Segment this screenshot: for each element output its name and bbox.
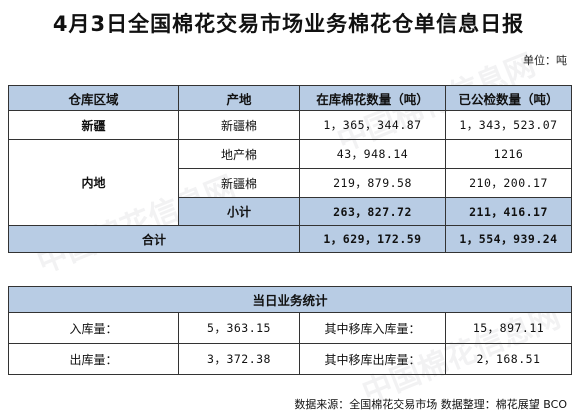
origin-cell: 新疆棉 [178, 168, 300, 198]
table-row-outbound: 出库量： 3，372.38 其中移库出库量： 2，168.51 [8, 343, 573, 375]
outbound-value: 3，372.38 [178, 343, 300, 375]
inspected-cell: 1，343，523.07 [445, 110, 572, 140]
total-inspected: 1，554，939.24 [445, 225, 572, 253]
unit-label: 单位：吨 [523, 54, 567, 67]
col-header-origin: 产地 [178, 85, 300, 111]
table-row-inbound: 入库量： 5，363.15 其中移库入库量： 15，897.11 [8, 312, 573, 344]
stock-cell: 1，365，344.87 [299, 110, 446, 140]
table-header-row: 当日业务统计 [7, 286, 573, 313]
table-row-neidi-2: 新疆棉 219，879.58 210，200.17 [9, 168, 572, 198]
subtotal-label: 小计 [178, 197, 300, 226]
table-row-total: 合计 1，629，172.59 1，554，939.24 [8, 225, 572, 253]
stock-cell: 219，879.58 [299, 168, 446, 198]
table-header-row: 仓库区域 产地 在库棉花数量（吨） 已公检数量（吨） [8, 85, 572, 111]
page-title: 4月3日全国棉花交易市场业务棉花仓单信息日报 [52, 12, 525, 36]
daily-business-table: 当日业务统计 入库量： 5，363.15 其中移库入库量： 15，897.11 … [7, 286, 573, 375]
total-label: 合计 [8, 225, 300, 253]
subtotal-stock: 263，827.72 [299, 197, 446, 226]
col-header-stock: 在库棉花数量（吨） [299, 85, 446, 111]
col-header-region: 仓库区域 [8, 85, 179, 111]
inbound-label: 入库量： [8, 312, 179, 344]
origin-cell: 新疆棉 [178, 110, 300, 140]
inspected-cell: 210，200.17 [445, 168, 572, 198]
warehouse-receipt-table: 仓库区域 产地 在库棉花数量（吨） 已公检数量（吨） 新疆 新疆棉 1，365，… [8, 85, 572, 253]
region-neidi: 内地 [8, 139, 179, 226]
col-header-inspected: 已公检数量（吨） [445, 85, 572, 111]
outbound-label: 出库量： [8, 343, 179, 375]
transfer-outbound-value: 2，168.51 [444, 343, 573, 375]
origin-cell: 地产棉 [178, 139, 300, 169]
source-footer: 数据来源：全国棉花交易市场 数据整理：棉花展望 BCO [294, 398, 567, 411]
region-xinjiang: 新疆 [8, 110, 179, 140]
transfer-outbound-label: 其中移库出库量： [299, 343, 446, 375]
inbound-value: 5，363.15 [178, 312, 300, 344]
transfer-inbound-label: 其中移库入库量： [299, 312, 446, 344]
stock-cell: 43，948.14 [299, 139, 446, 169]
inspected-cell: 1216 [445, 139, 572, 169]
transfer-inbound-value: 15，897.11 [444, 312, 573, 344]
table-row-neidi-1: 内地 地产棉 43，948.14 1216 [8, 139, 572, 226]
daily-stats-header: 当日业务统计 [7, 286, 573, 313]
table-row-xinjiang: 新疆 新疆棉 1，365，344.87 1，343，523.07 [8, 110, 572, 140]
subtotal-inspected: 211，416.17 [445, 197, 572, 226]
total-stock: 1，629，172.59 [299, 225, 446, 253]
table-row-subtotal: 小计 263，827.72 211，416.17 [9, 197, 572, 226]
